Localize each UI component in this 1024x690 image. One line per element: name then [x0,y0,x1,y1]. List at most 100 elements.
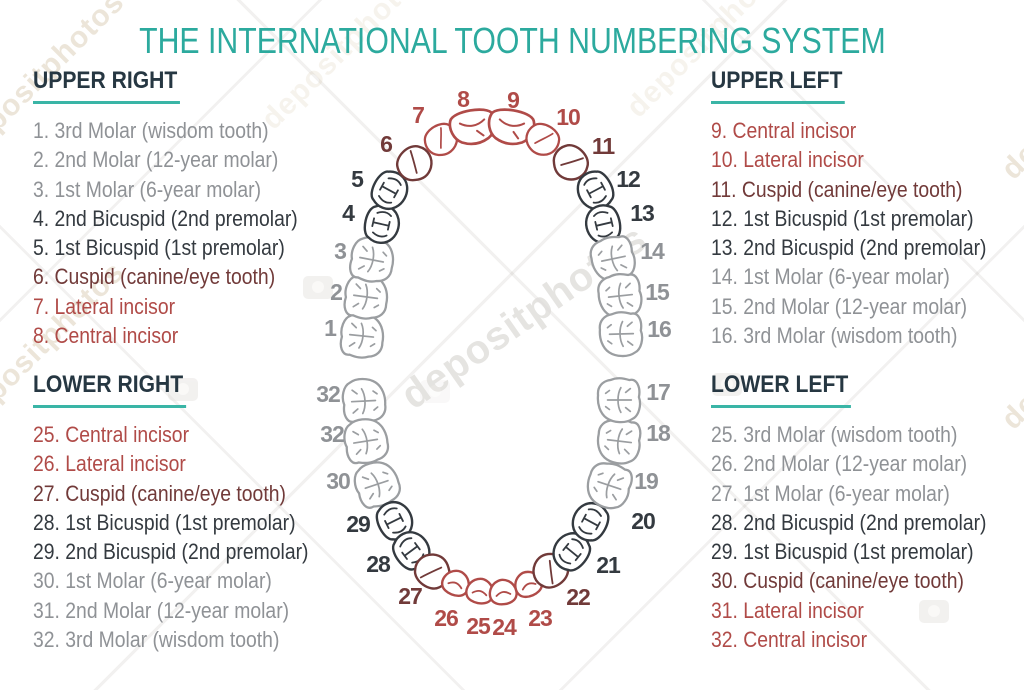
tooth-list-item: 29. 2nd Bicuspid (2nd premolar) [33,539,309,565]
tooth-list-item: 16. 3rd Molar (wisdom tooth) [711,323,958,349]
tooth-lower-32-shape [341,377,387,424]
tooth-list-item: 26. Lateral incisor [33,451,186,477]
tooth-list-item: 2. 2nd Molar (12-year molar) [33,147,279,173]
quadrant-upper-left-list: 9. Central incisor 10. Lateral incisor 11.… [711,116,1024,350]
tooth-lower-32-shape [343,418,390,465]
tooth-lower-number-label: 23 [528,605,552,631]
tooth-upper-number-label: 8 [457,86,470,112]
tooth-upper-4-shape [363,204,400,245]
tooth-list-item: 15. 2nd Molar (12-year molar) [711,293,968,319]
tooth-upper-number-label: 7 [412,102,424,128]
tooth-list-item: 27. Cuspid (canine/eye tooth) [33,480,286,506]
tooth-upper-5-shape [370,170,409,211]
tooth-upper-number-label: 9 [507,87,519,113]
tooth-upper-number-label: 16 [647,316,671,342]
tooth-lower-18-shape [596,418,642,465]
quadrant-upper-right: UPPER RIGHT 1. 3rd Molar (wisdom tooth) 2… [33,67,350,350]
tooth-list-item: 31. 2nd Molar (12-year molar) [33,597,290,623]
tooth-list-item: 27. 1st Molar (6-year molar) [711,480,950,506]
tooth-list-item: 10. Lateral incisor [711,147,864,173]
tooth-list-item: 28. 2nd Bicuspid (2nd premolar) [711,509,987,535]
tooth-list-item: 1. 3rd Molar (wisdom tooth) [33,118,269,143]
tooth-list-item: 5. 1st Bicuspid (1st premolar) [33,235,285,261]
tooth-upper-number-label: 5 [351,166,364,192]
quadrant-lower-left: LOWER LEFT 25. 3rd Molar (wisdom tooth) 2… [711,371,1024,654]
tooth-lower-24-shape [488,578,518,606]
tooth-upper-8-shape [448,108,497,146]
tooth-list-item: 30. 1st Molar (6-year molar) [33,568,272,594]
tooth-upper-number-label: 1 [324,315,337,341]
tooth-list-item: 3. 1st Molar (6-year molar) [33,176,262,202]
tooth-upper-11-shape [552,144,590,181]
tooth-upper-3-shape [349,236,395,283]
tooth-upper-16-shape [598,311,644,358]
tooth-list-item: 4. 2nd Bicuspid (2nd premolar) [33,205,298,231]
tooth-upper-number-label: 2 [330,279,342,305]
tooth-lower-number-label: 20 [631,508,655,534]
tooth-list-item: 7. Lateral incisor [33,293,176,319]
tooth-list-item: 29. 1st Bicuspid (1st premolar) [711,539,974,565]
tooth-upper-10-shape [525,122,561,156]
tooth-upper-number-label: 12 [616,166,640,192]
tooth-lower-26-shape [440,569,470,597]
quadrant-upper-right-list: 1. 3rd Molar (wisdom tooth) 2. 2nd Molar … [33,116,350,350]
tooth-lower-20-shape [571,501,610,542]
tooth-upper-number-label: 10 [556,104,580,130]
tooth-upper-2-shape [343,273,389,320]
tooth-list-item: 13. 2nd Bicuspid (2nd premolar) [711,235,987,261]
tooth-upper-number-label: 4 [342,200,355,226]
tooth-lower-number-label: 28 [366,551,391,577]
quadrant-lower-left-list: 25. 3rd Molar (wisdom tooth) 26. 2nd Mola… [711,420,1024,654]
tooth-lower-number-label: 27 [398,583,422,609]
tooth-lower-29-shape [375,501,414,541]
tooth-lower-number-label: 30 [326,468,350,494]
tooth-lower-19-shape [586,462,633,510]
quadrant-lower-right: LOWER RIGHT 25. Central incisor 26. Later… [33,371,350,654]
quadrant-upper-left: UPPER LEFT 9. Central incisor 10. Lateral… [711,67,1024,350]
tooth-upper-9-shape [487,108,536,146]
tooth-list-item: 25. 3rd Molar (wisdom tooth) [711,422,958,447]
tooth-lower-number-label: 18 [646,420,671,446]
quadrant-lower-right-list: 25. Central incisor 26. Lateral incisor 27… [33,420,350,654]
tooth-upper-number-label: 6 [380,131,392,157]
tooth-upper-1-shape [339,312,385,359]
tooth-upper-number-label: 3 [334,238,346,264]
page-title: THE INTERNATIONAL TOOTH NUMBERING SYSTEM [138,20,886,61]
tooth-list-item: 32. Central incisor [711,627,868,653]
tooth-lower-number-label: 26 [434,605,458,631]
tooth-lower-number-label: 29 [346,511,370,537]
tooth-lower-number-label: 24 [492,614,517,640]
tooth-list-item: 26. 2nd Molar (12-year molar) [711,451,968,477]
tooth-upper-number-label: 15 [645,279,670,305]
quadrant-upper-right-heading: UPPER RIGHT [33,67,180,104]
tooth-list-item: 31. Lateral incisor [711,597,864,623]
tooth-list-item: 28. 1st Bicuspid (1st premolar) [33,509,296,535]
quadrant-upper-left-heading: UPPER LEFT [711,67,846,104]
quadrant-lower-right-heading: LOWER RIGHT [33,371,186,408]
tooth-list-item: 12. 1st Bicuspid (1st premolar) [711,205,974,231]
tooth-upper-7-shape [423,122,459,157]
tooth-list-item: 11. Cuspid (canine/eye tooth) [711,176,963,202]
tooth-lower-number-label: 32 [316,381,340,407]
tooth-lower-number-label: 17 [646,379,670,405]
tooth-list-item: 32. 3rd Molar (wisdom tooth) [33,627,280,653]
tooth-list-item: 9. Central incisor [711,118,857,143]
tooth-lower-number-label: 21 [596,552,621,578]
tooth-list-item: 6. Cuspid (canine/eye tooth) [33,264,276,290]
tooth-list-item: 25. Central incisor [33,422,190,447]
quadrant-lower-left-heading: LOWER LEFT [711,371,851,408]
tooth-list-item: 8. Central incisor [33,323,179,349]
tooth-lower-number-label: 22 [566,584,590,610]
tooth-lower-number-label: 25 [466,613,491,639]
tooth-upper-number-label: 14 [640,238,665,264]
tooth-upper-12-shape [576,170,615,210]
tooth-list-item: 14. 1st Molar (6-year molar) [711,264,950,290]
tooth-lower-30-shape [353,461,401,509]
tooth-upper-13-shape [585,204,622,245]
tooth-lower-number-label: 32 [320,421,344,447]
tooth-upper-number-label: 11 [592,133,616,159]
tooth-upper-6-shape [395,145,433,182]
tooth-lower-17-shape [596,377,642,424]
